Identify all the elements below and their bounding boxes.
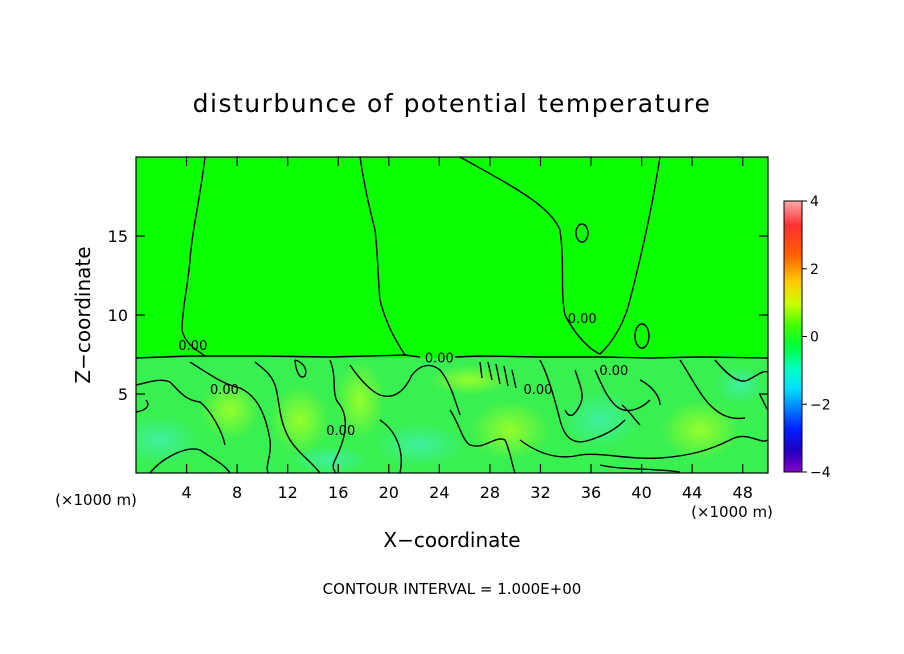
contour-line bbox=[621, 404, 641, 426]
contour-label: 0.00 bbox=[425, 351, 454, 366]
contour-line bbox=[539, 359, 626, 443]
contour-line bbox=[136, 379, 226, 446]
contour-label: 0.00 bbox=[210, 383, 239, 398]
x-tick-label: 24 bbox=[429, 483, 449, 502]
x-tick-label: 28 bbox=[480, 483, 500, 502]
contour-line bbox=[181, 157, 206, 357]
heatmap-field: 0.00 0.00 0.00 0.00 0.00 0.00 0.00 bbox=[136, 157, 768, 473]
colorbar-ticks: 4 2 0 −2 −4 bbox=[802, 194, 831, 481]
y-tick-label: 15 bbox=[108, 227, 128, 246]
contour-interval-note: CONTOUR INTERVAL = 1.000E+00 bbox=[323, 580, 582, 598]
x-axis: 4 8 12 16 20 24 28 32 36 40 44 48 bbox=[181, 157, 753, 502]
contour-label: 0.00 bbox=[599, 364, 628, 379]
contour-line bbox=[679, 359, 746, 420]
x-unit-left: (×1000 m) bbox=[55, 491, 137, 509]
contour-line bbox=[359, 157, 406, 356]
contour-label: 0.00 bbox=[523, 383, 552, 398]
contour-line bbox=[459, 157, 661, 355]
x-tick-label: 20 bbox=[379, 483, 399, 502]
contour-line bbox=[449, 409, 516, 473]
contour-line bbox=[189, 361, 272, 473]
contour-line bbox=[575, 223, 589, 243]
contour-lines bbox=[136, 157, 768, 473]
colorbar-tick-label: 2 bbox=[810, 262, 819, 278]
x-tick-label: 40 bbox=[631, 483, 651, 502]
contour-line bbox=[136, 399, 149, 413]
y-tick-label: 5 bbox=[118, 385, 128, 404]
y-tick-label: 10 bbox=[108, 306, 128, 325]
contour-line bbox=[599, 464, 681, 473]
contour-line bbox=[634, 323, 650, 349]
contour-line bbox=[454, 355, 768, 359]
x-unit-right: (×1000 m) bbox=[691, 503, 773, 521]
x-tick-label: 32 bbox=[530, 483, 550, 502]
contour-line bbox=[136, 354, 421, 359]
contour-label: 0.00 bbox=[326, 424, 355, 439]
contour-label: 0.00 bbox=[178, 339, 207, 354]
x-tick-label: 48 bbox=[733, 483, 753, 502]
x-tick-label: 12 bbox=[278, 483, 298, 502]
contour-line bbox=[329, 359, 347, 473]
contour-line bbox=[349, 364, 461, 416]
x-tick-label: 16 bbox=[328, 483, 348, 502]
contour-line bbox=[594, 369, 651, 412]
contour-line bbox=[714, 359, 768, 382]
x-tick-label: 8 bbox=[232, 483, 242, 502]
y-axis-label: Z−coordinate bbox=[71, 246, 95, 383]
colorbar-tick-label: 0 bbox=[810, 330, 819, 346]
contour-labels: 0.00 0.00 0.00 0.00 0.00 0.00 0.00 bbox=[178, 312, 628, 439]
contour-line bbox=[294, 359, 307, 378]
contour-line bbox=[519, 435, 768, 460]
colorbar-tick-label: −2 bbox=[810, 397, 831, 413]
chart-title: disturbunce of potential temperature bbox=[193, 89, 712, 118]
colorbar-tick-label: −4 bbox=[810, 465, 831, 481]
contour-line bbox=[564, 369, 583, 417]
colorbar-tick-label: 4 bbox=[810, 194, 819, 210]
contour-line bbox=[479, 361, 517, 389]
x-tick-label: 36 bbox=[581, 483, 601, 502]
colorbar: 4 2 0 −2 −4 bbox=[783, 194, 831, 481]
contour-line bbox=[149, 448, 231, 473]
contour-label: 0.00 bbox=[568, 312, 597, 327]
contour-line bbox=[379, 419, 402, 473]
x-axis-label: X−coordinate bbox=[383, 528, 520, 552]
x-tick-label: 4 bbox=[181, 483, 191, 502]
y-axis: 5 10 15 bbox=[108, 227, 768, 404]
contour-line bbox=[639, 379, 661, 406]
x-tick-label: 44 bbox=[682, 483, 702, 502]
colorbar-gradient bbox=[783, 200, 803, 473]
contour-line bbox=[254, 361, 321, 473]
